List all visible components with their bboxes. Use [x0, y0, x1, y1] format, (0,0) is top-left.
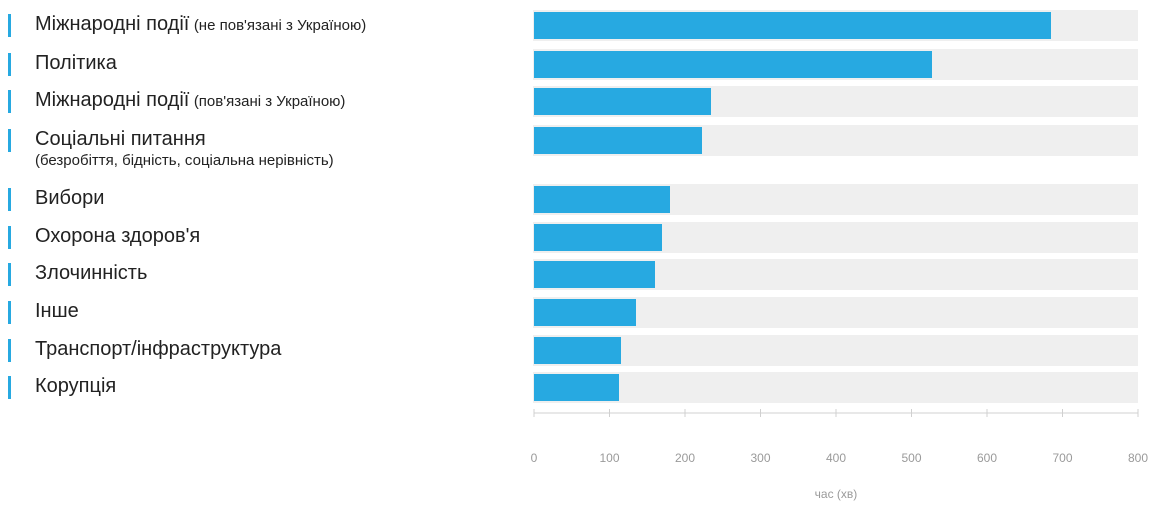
category-label: Транспорт/інфраструктура [35, 338, 281, 361]
row-accent-marker [8, 376, 11, 399]
category-label: Політика [35, 52, 117, 75]
x-tick-label: 800 [1127, 451, 1149, 465]
x-tick-label: 0 [530, 451, 538, 465]
row-accent-marker [8, 53, 11, 76]
category-label: Міжнародні події (пов'язані з Україною) [35, 89, 345, 112]
category-label: Корупція [35, 375, 116, 398]
category-label-note: (пов'язані з Україною) [193, 93, 346, 110]
category-label-main: Міжнародні події [35, 13, 190, 35]
bar-track [533, 372, 1138, 403]
x-tick-label: 300 [750, 451, 771, 465]
row-accent-marker [8, 90, 11, 113]
bar [534, 374, 620, 401]
category-label: Міжнародні події (не пов'язані з Україно… [35, 13, 366, 36]
x-tick-label: 200 [674, 451, 696, 465]
bar [534, 12, 1052, 39]
row-accent-marker [8, 226, 11, 249]
category-label-main: Інше [35, 300, 79, 322]
bar [534, 88, 711, 115]
x-tick-label: 400 [825, 451, 847, 465]
category-label-main: Міжнародні події [35, 89, 190, 111]
x-axis-title: час (хв) [814, 487, 858, 501]
category-label-main: Соціальні питання [35, 128, 206, 150]
category-label-main: Вибори [35, 187, 105, 209]
row-accent-marker [8, 14, 11, 37]
category-label-note: (не пов'язані з Україною) [193, 17, 367, 34]
bar [534, 337, 621, 364]
row-accent-marker [8, 188, 11, 211]
category-label-sub: (безробіття, бідність, соціальна нерівні… [35, 152, 334, 169]
category-label: Соціальні питання (безробіття, бідність, … [35, 128, 334, 169]
bar [534, 261, 655, 288]
category-label: Охорона здоров'я [35, 225, 200, 248]
bar [534, 51, 932, 78]
category-label-main: Корупція [35, 375, 117, 397]
bar [534, 299, 636, 326]
bar [534, 224, 662, 251]
row-accent-marker [8, 263, 11, 286]
row-accent-marker [8, 129, 11, 152]
x-tick-label: 500 [901, 451, 922, 465]
category-label-main: Охорона здоров'я [35, 225, 201, 247]
category-label-main: Політика [35, 52, 117, 74]
bar [534, 186, 670, 213]
x-tick-label: 100 [599, 451, 620, 465]
category-label-main: Злочинність [35, 262, 148, 284]
x-tick-label: 700 [1052, 451, 1073, 465]
bar [534, 127, 702, 154]
category-label: Злочинність [35, 262, 147, 285]
category-label-main: Транспорт/інфраструктура [35, 338, 282, 360]
row-accent-marker [8, 339, 11, 362]
category-label: Вибори [35, 187, 104, 210]
bar-track [533, 335, 1138, 366]
x-tick-label: 600 [976, 451, 998, 465]
category-label: Інше [35, 300, 79, 323]
row-accent-marker [8, 301, 11, 324]
